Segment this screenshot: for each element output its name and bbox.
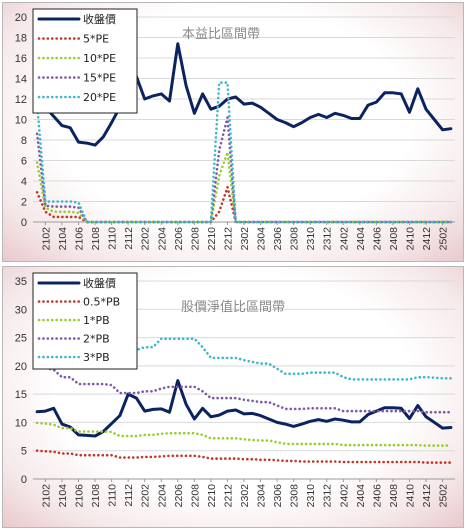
pe-band-chart: 0 2 4 6 8 10 12 14 16 18 20 2102 2104 2106 2108 2110 211… [15, 8, 455, 251]
pb-x-tick-label: 2406 [371, 484, 383, 508]
pb-x-tick-label: 2404 [355, 484, 367, 508]
pe-y-tick-label: 8 [21, 135, 27, 147]
pe-chart-title: 本益比區間帶 [182, 27, 260, 42]
pe-x-tick-label: 2402 [338, 227, 350, 251]
pe-y-tick-label: 6 [21, 156, 27, 168]
pb-x-tick-label: 2310 [305, 484, 317, 508]
pb-x-tick-label: 2208 [189, 484, 201, 508]
pb-legend-label-2: 1*PB [83, 314, 110, 327]
pb-series-line-1 [35, 449, 453, 464]
pb-x-tick-label: 2304 [256, 484, 268, 508]
pb-x-tick-label: 2410 [404, 484, 416, 508]
pe-x-tick-label: 2210 [206, 227, 218, 251]
pe-x-tick-label: 2404 [355, 227, 367, 251]
pe-series-line-0 [35, 42, 453, 147]
pb-y-tick-label: 5 [21, 446, 27, 458]
pe-series-line-2 [35, 151, 453, 224]
pb-band-chart-panel: 0 5 10 15 20 25 30 35 2102 2104 2106 2108 2110 2112 22… [2, 266, 464, 528]
pb-x-tick-label: 2202 [140, 484, 152, 508]
pb-x-tick-label: 2312 [322, 484, 334, 508]
pe-legend-label-1: 5*PE [83, 33, 109, 46]
pe-x-tick-label: 2104 [57, 227, 69, 251]
pb-y-tick-label: 10 [15, 417, 27, 429]
pe-x-tick-label: 2112 [123, 227, 135, 250]
pe-x-tick-label: 2102 [40, 227, 52, 251]
pb-legend-label-3: 2*PB [83, 333, 110, 346]
pe-x-tick-label: 2406 [371, 227, 383, 251]
pb-legend-label-1: 0.5*PB [83, 296, 120, 309]
pe-legend-box [32, 8, 138, 114]
pb-y-tick-label: 25 [15, 333, 27, 345]
pe-x-tick-label: 2108 [90, 227, 102, 251]
pe-y-tick-label: 10 [15, 115, 27, 127]
pe-y-tick-label: 14 [15, 74, 27, 86]
pe-x-tick-label: 2312 [322, 227, 334, 251]
pe-x-tick-label: 2208 [189, 227, 201, 251]
pb-x-tick-label: 2212 [222, 484, 234, 508]
pe-y-tick-label: 12 [15, 94, 27, 106]
pe-y-tick-label: 2 [21, 197, 27, 209]
pb-x-tick-label: 2412 [421, 484, 433, 508]
pb-x-tick-label: 2210 [206, 484, 218, 508]
pe-x-tick-label: 2306 [272, 227, 284, 251]
pe-x-tick-label: 2212 [222, 227, 234, 251]
pb-x-tick-label: 2110 [107, 484, 119, 507]
pe-legend-label-4: 20*PE [83, 91, 116, 104]
pe-y-tick-label: 4 [21, 176, 27, 188]
pb-series-line-2 [35, 421, 453, 447]
pb-legend-label-4: 3*PB [83, 351, 110, 364]
pb-x-tick-label: 2408 [388, 484, 400, 508]
pb-x-tick-label: 2204 [156, 484, 168, 508]
pe-x-tick-label: 2310 [305, 227, 317, 251]
pb-band-chart: 0 5 10 15 20 25 30 35 2102 2104 2106 2108 2110 2112 22… [15, 272, 455, 508]
pe-x-tick-label: 2412 [421, 227, 433, 251]
pb-chart-title: 股價淨值比區間帶 [181, 299, 285, 315]
pb-series-line-3 [35, 365, 453, 414]
pb-x-tick-label: 2102 [40, 484, 52, 508]
pb-x-tick-label: 2502 [438, 484, 450, 508]
pe-series-line-3 [35, 116, 453, 224]
pe-legend-label-0: 收盤價 [83, 12, 116, 26]
pe-x-tick-label: 2308 [289, 227, 301, 251]
pe-x-tick-label: 2204 [156, 227, 168, 251]
pe-y-tick-label: 16 [15, 53, 27, 65]
pb-legend-box [32, 272, 138, 370]
pb-x-tick-label: 2308 [289, 484, 301, 508]
pe-legend-label-2: 10*PE [83, 52, 116, 65]
pe-series-line-4 [35, 81, 453, 224]
pb-x-tick-label: 2104 [57, 484, 69, 508]
pe-x-tick-label: 2206 [173, 227, 185, 251]
pe-y-tick-label: 0 [21, 217, 27, 229]
pe-x-tick-label: 2410 [404, 227, 416, 251]
pe-x-tick-label: 2110 [107, 227, 119, 250]
pe-x-tick-label: 2202 [140, 227, 152, 251]
pe-series-line-1 [35, 185, 453, 224]
pe-x-tick-label: 2502 [438, 227, 450, 251]
pb-y-tick-label: 15 [15, 389, 27, 401]
pb-x-tick-label: 2108 [90, 484, 102, 508]
pb-x-tick-label: 2112 [123, 484, 135, 507]
pe-x-tick-label: 2304 [256, 227, 268, 251]
pe-band-chart-panel: 0 2 4 6 8 10 12 14 16 18 20 2102 2104 2106 2108 2110 211… [2, 2, 464, 262]
pe-y-tick-label: 20 [15, 12, 27, 24]
pb-x-tick-label: 2106 [74, 484, 86, 508]
pe-x-tick-label: 2106 [74, 227, 86, 251]
pb-y-tick-label: 20 [15, 361, 27, 373]
pe-x-tick-label: 2408 [388, 227, 400, 251]
pb-y-tick-label: 35 [15, 276, 27, 288]
pb-x-tick-label: 2302 [239, 484, 251, 508]
pb-x-tick-label: 2402 [338, 484, 350, 508]
pb-y-tick-label: 30 [15, 304, 27, 316]
pe-x-tick-label: 2302 [239, 227, 251, 251]
pb-x-tick-label: 2206 [173, 484, 185, 508]
pe-y-tick-label: 18 [15, 33, 27, 45]
pe-legend-label-3: 15*PE [83, 72, 116, 85]
pb-y-tick-label: 0 [21, 474, 27, 486]
pb-x-tick-label: 2306 [272, 484, 284, 508]
pb-series-line-0 [35, 379, 453, 438]
pb-legend-label-0: 收盤價 [83, 276, 116, 290]
